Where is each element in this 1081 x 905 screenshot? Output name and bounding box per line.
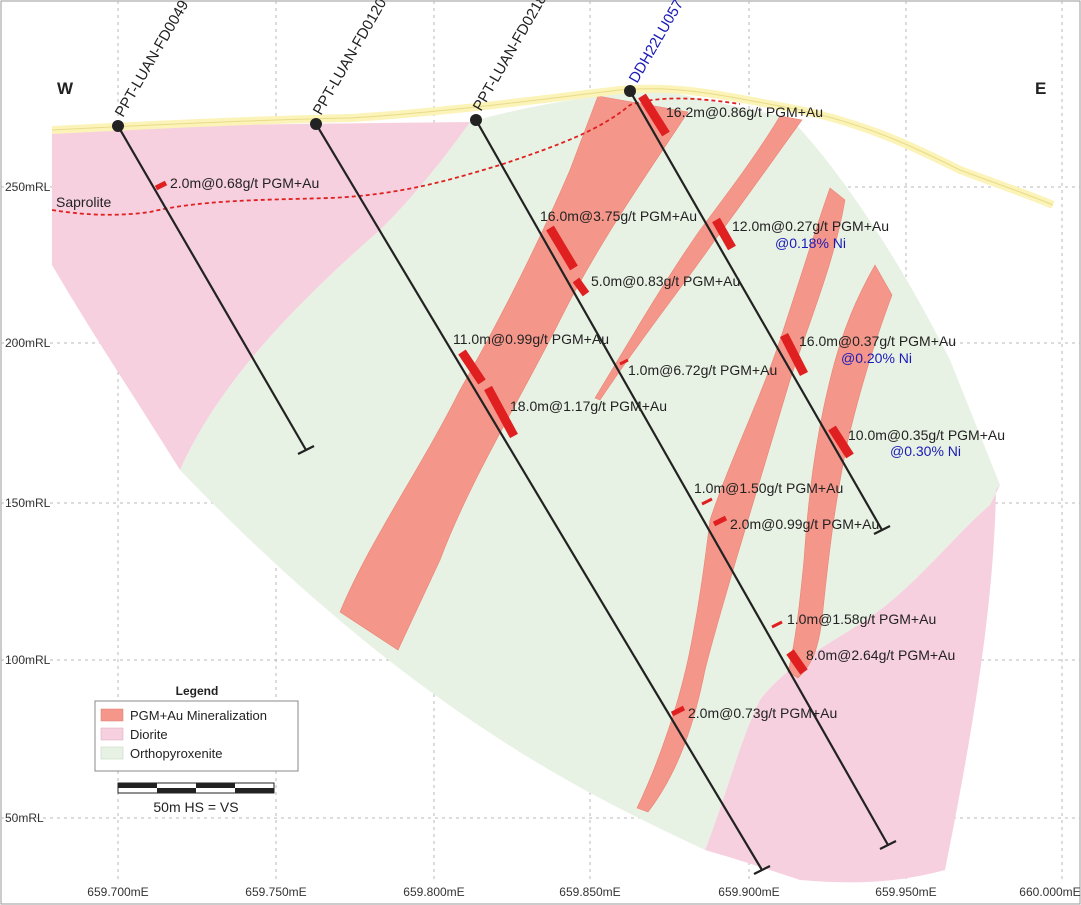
collar-fd0049: [112, 120, 124, 132]
intercept-marker: [546, 225, 578, 271]
collar-fd0120: [310, 118, 322, 130]
intercept-label: 8.0m@2.64g/t PGM+Au: [806, 647, 955, 663]
easting-label: 660.000mE: [1019, 885, 1080, 899]
saprolite-boundary: [51, 97, 741, 216]
intercept-label: 5.0m@0.83g/t PGM+Au: [591, 273, 740, 289]
intercept-marker: [786, 649, 808, 675]
intercept-label: 1.0m@1.50g/t PGM+Au: [694, 480, 843, 496]
mineralization-band-splay: [594, 115, 803, 401]
intercept-marker: [458, 349, 486, 385]
intercept-marker: [484, 385, 518, 439]
legend: Legend PGM+Au Mineralization Diorite Ort…: [94, 684, 299, 772]
intercept-label: 2.0m@0.73g/t PGM+Au: [688, 705, 837, 721]
easting-label: 659.700mE: [87, 885, 148, 899]
intercept-marker: [771, 620, 783, 629]
mineralization-band-main: [339, 95, 689, 651]
legend-label-diorite: Diorite: [130, 727, 168, 742]
legend-swatch-mineralization: [100, 708, 124, 722]
drillhole-trace-fd0049-end: [297, 445, 315, 455]
intercept-marker: [619, 358, 629, 366]
scale-bar: 50m HS = VS: [117, 782, 275, 815]
intercept-label: 12.0m@0.27g/t PGM+Au: [732, 218, 889, 234]
intercept-markers: [154, 93, 854, 717]
easting-axis-labels: 659.700mE 659.750mE 659.800mE 659.850mE …: [87, 885, 1080, 899]
intercept-ni-label: @0.20% Ni: [841, 350, 912, 366]
mineralization-band-east: [787, 264, 893, 679]
rl-label: 250mRL: [5, 180, 51, 194]
rl-label: 100mRL: [5, 653, 51, 667]
rl-axis-labels: 250mRL 200mRL 150mRL 100mRL 50mRL: [5, 180, 51, 825]
intercept-ni-label: @0.18% Ni: [775, 235, 846, 251]
drillhole-trace-fd0120: [315, 123, 763, 871]
legend-box: [94, 700, 299, 772]
intercept-marker: [779, 332, 809, 377]
intercept-marker: [828, 425, 854, 459]
intercept-labels: 2.0m@0.68g/t PGM+Au 16.2m@0.86g/t PGM+Au…: [170, 104, 1005, 721]
drillhole-trace-ddh22lu057: [629, 90, 883, 531]
intercept-label: 1.0m@6.72g/t PGM+Au: [628, 362, 777, 378]
easting-label: 659.750mE: [245, 885, 306, 899]
intercept-label: 10.0m@0.35g/t PGM+Au: [848, 427, 1005, 443]
compass-west: W: [57, 79, 74, 98]
diorite-unit-west: [52, 122, 470, 470]
intercept-label: 1.0m@1.58g/t PGM+Au: [787, 611, 936, 627]
easting-label: 659.950mE: [875, 885, 936, 899]
intercept-label: 2.0m@0.99g/t PGM+Au: [730, 516, 879, 532]
drillhole-traces: [117, 90, 897, 875]
intercept-ni-label: @0.30% Ni: [890, 443, 961, 459]
intercept-marker: [638, 93, 670, 137]
intercept-marker: [701, 497, 713, 506]
intercept-marker: [154, 180, 168, 191]
intercept-label: 18.0m@1.17g/t PGM+Au: [510, 398, 667, 414]
easting-label: 659.800mE: [403, 885, 464, 899]
easting-label: 659.850mE: [559, 885, 620, 899]
saprolite-label: Saprolite: [56, 194, 111, 210]
intercept-label: 2.0m@0.68g/t PGM+Au: [170, 175, 319, 191]
drillhole-trace-fd0218-end: [879, 840, 897, 850]
rl-label: 200mRL: [5, 336, 51, 350]
intercept-marker: [572, 277, 590, 297]
drillhole-trace-fd0049: [117, 125, 307, 451]
scale-bar-label: 50m HS = VS: [153, 799, 238, 815]
topographic-surface-line: [51, 88, 1054, 206]
intercept-label: 16.0m@0.37g/t PGM+Au: [799, 333, 956, 349]
drillhole-trace-ddh22lu057-end: [873, 525, 891, 535]
intercept-label: 11.0m@0.99g/t PGM+Au: [453, 331, 609, 347]
legend-title: Legend: [176, 684, 219, 698]
legend-swatch-diorite: [100, 727, 124, 741]
easting-label: 659.900mE: [718, 885, 779, 899]
intercept-label: 16.2m@0.86g/t PGM+Au: [666, 104, 823, 120]
intercept-label: 16.0m@3.75g/t PGM+Au: [540, 208, 697, 224]
legend-swatch-orthopyroxenite: [100, 746, 124, 760]
diorite-unit-east: [705, 485, 1000, 883]
intercept-marker: [712, 515, 728, 527]
rl-label: 50mRL: [5, 811, 44, 825]
drillhole-collars: [112, 85, 636, 132]
legend-label-orthopyroxenite: Orthopyroxenite: [130, 746, 223, 761]
drillhole-trace-fd0120-end: [753, 865, 771, 875]
rl-label: 150mRL: [5, 496, 51, 510]
legend-label-mineralization: PGM+Au Mineralization: [130, 708, 267, 723]
collar-ddh22lu057: [624, 85, 636, 97]
drillhole-trace-fd0218: [475, 119, 889, 846]
intercept-marker: [670, 705, 686, 717]
compass-east: E: [1035, 79, 1046, 98]
intercept-marker: [712, 217, 736, 251]
collar-fd0218: [470, 114, 482, 126]
